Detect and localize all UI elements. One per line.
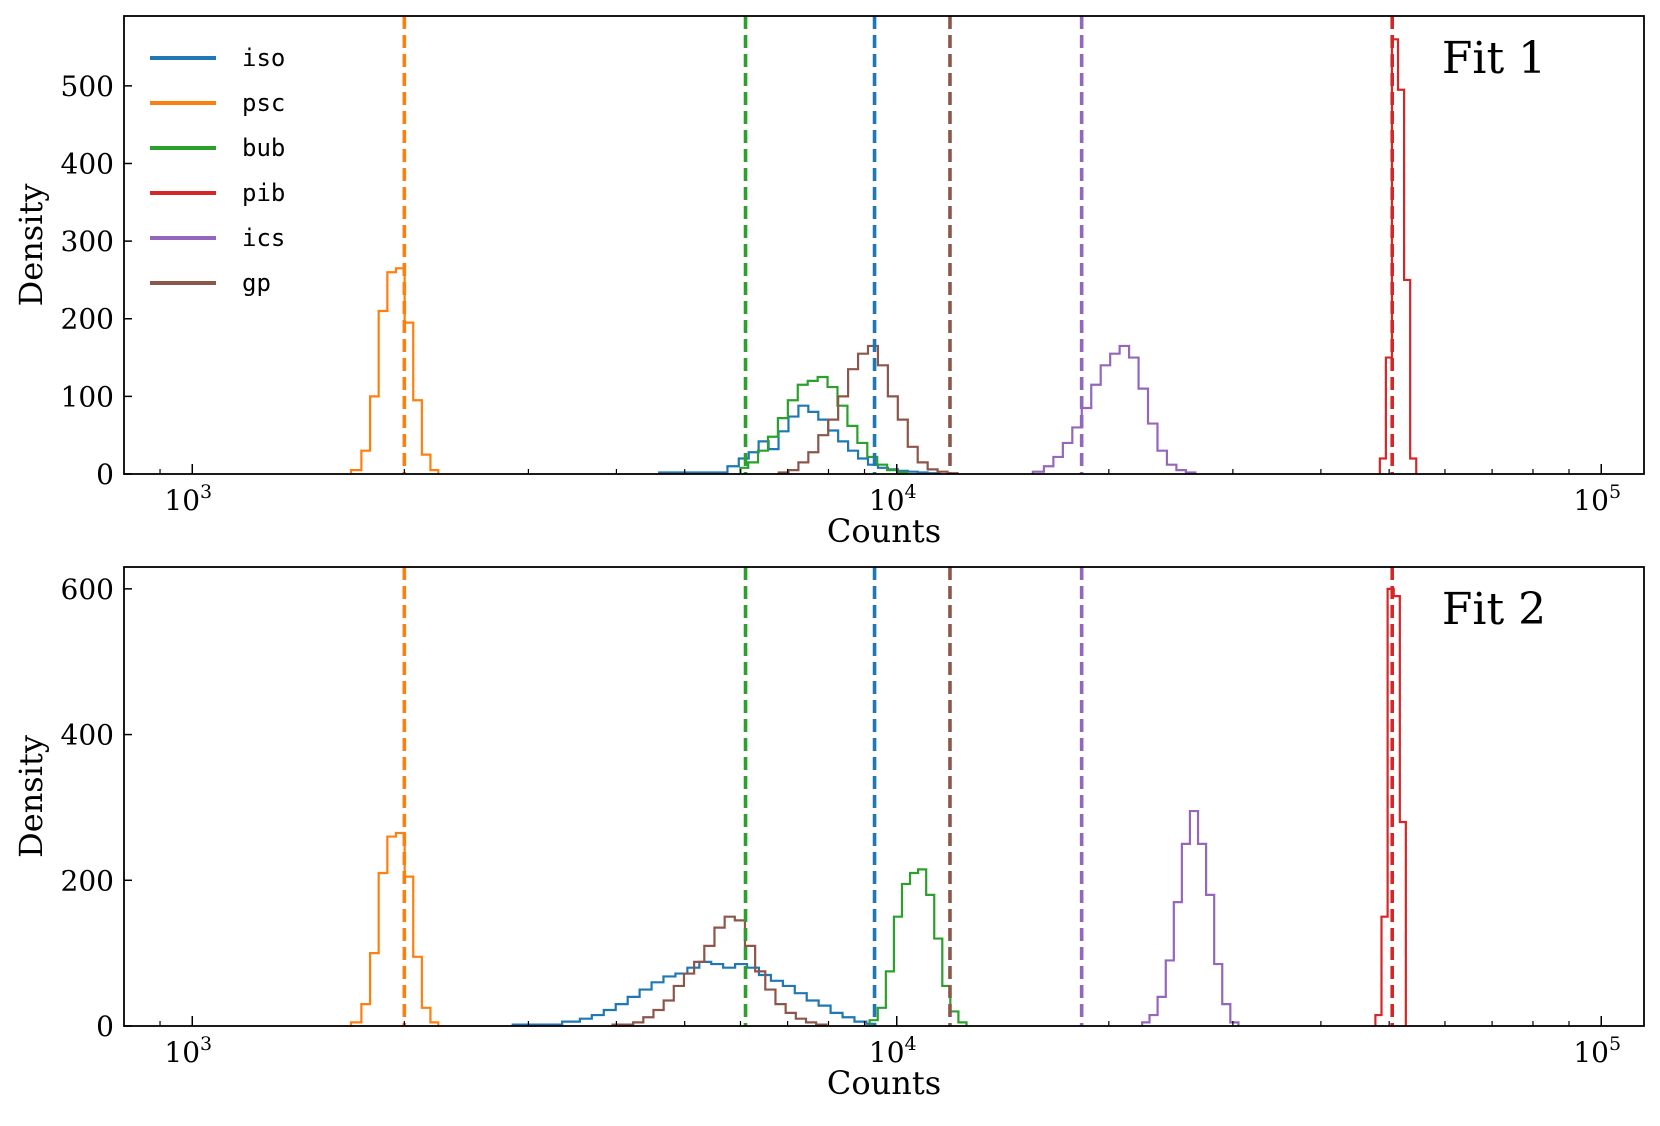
y-tick-label: 100 xyxy=(61,380,114,413)
legend-label-pib: pib xyxy=(242,179,285,207)
x-axis-label: Counts xyxy=(827,1064,941,1102)
y-tick-label: 500 xyxy=(61,70,114,103)
hist-psc xyxy=(349,267,440,474)
legend-label-iso: iso xyxy=(242,44,285,72)
hist-bub xyxy=(868,868,968,1026)
y-tick-label: 200 xyxy=(61,864,114,897)
y-axis-label: Density xyxy=(12,735,50,858)
y-tick-label: 300 xyxy=(61,225,114,258)
y-axis-label: Density xyxy=(12,184,50,307)
hist-gp xyxy=(777,344,959,474)
panel-title: Fit 1 xyxy=(1442,33,1546,84)
y-tick-label: 0 xyxy=(96,458,114,491)
hist-psc xyxy=(349,831,440,1026)
y-tick-label: 400 xyxy=(61,719,114,752)
legend-label-gp: gp xyxy=(242,269,271,297)
x-tick-label: 104 xyxy=(869,481,917,517)
legend-label-bub: bub xyxy=(242,134,285,162)
axes-frame xyxy=(123,566,1645,1027)
panel-title: Fit 2 xyxy=(1442,584,1546,635)
x-tick-label: 104 xyxy=(869,1033,917,1069)
x-tick-label: 103 xyxy=(164,1033,212,1069)
hist-ics xyxy=(1031,344,1197,474)
x-axis-label: Counts xyxy=(827,512,941,550)
hist-pib xyxy=(1378,38,1418,474)
y-tick-label: 200 xyxy=(61,303,114,336)
legend-label-ics: ics xyxy=(242,224,285,252)
hist-bub xyxy=(739,375,909,474)
hist-iso xyxy=(511,960,876,1026)
legend-label-psc: psc xyxy=(242,89,285,117)
legend: iso psc bub pib ics gp xyxy=(150,44,285,297)
hist-ics xyxy=(1141,809,1240,1026)
x-tick-label: 105 xyxy=(1573,481,1621,517)
x-tick-label: 103 xyxy=(164,481,212,517)
y-tick-label: 400 xyxy=(61,147,114,180)
y-tick-label: 600 xyxy=(61,573,114,606)
x-tick-label: 105 xyxy=(1573,1033,1621,1069)
panel-fit-1: 0 100 200 300 400 500 103 104 105 Counts Density Fi… xyxy=(12,15,1645,550)
panel-fit-2: 0 200 400 600 103 104 105 Counts Density Fit 2 xyxy=(12,566,1645,1102)
plot-area xyxy=(349,16,1418,474)
y-tick-label: 0 xyxy=(96,1010,114,1043)
hist-gp xyxy=(611,915,828,1026)
axes-frame xyxy=(123,15,1645,475)
plot-area xyxy=(349,567,1407,1026)
